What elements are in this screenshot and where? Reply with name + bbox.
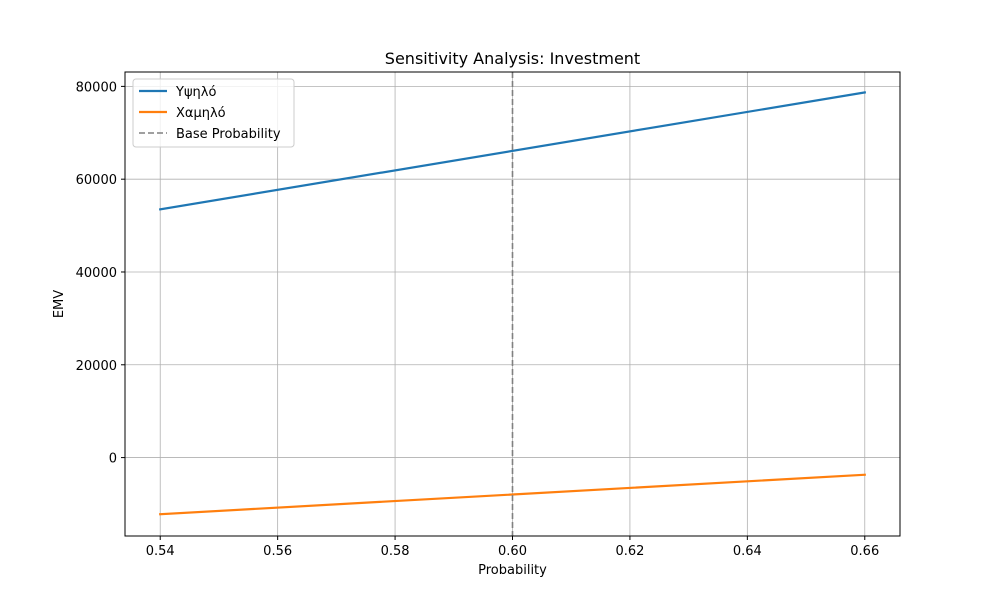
axis-ticks: 0.54 0.56 0.58 0.60 0.62 0.64 0.66 0 20000 40000 6… <box>76 80 880 559</box>
x-tick-label: 0.54 <box>146 544 175 559</box>
y-tick-label: 80000 <box>76 80 117 95</box>
legend-box <box>132 78 295 148</box>
x-axis-label: Probability <box>478 563 547 578</box>
series-line-0 <box>158 91 867 211</box>
x-tick-label: 0.56 <box>263 544 292 559</box>
x-tick-label: 0.60 <box>498 544 527 559</box>
y-tick-label: 0 <box>109 452 117 467</box>
x-tick-label: 0.66 <box>850 544 879 559</box>
legend-label: Base Probability <box>176 127 281 142</box>
chart-title: Sensitivity Analysis: Investment <box>385 49 640 68</box>
y-axis-label: EMV <box>52 290 67 318</box>
y-tick-label: 20000 <box>76 359 117 374</box>
series-line-1 <box>159 473 866 516</box>
legend-label: Χαμηλό <box>176 106 226 121</box>
legend: Υψηλό Χαμηλό Base Probability <box>132 78 295 148</box>
x-tick-label: 0.64 <box>733 544 762 559</box>
legend-label: Υψηλό <box>175 85 216 100</box>
x-tick-label: 0.58 <box>381 544 410 559</box>
y-tick-label: 40000 <box>76 266 117 281</box>
y-tick-label: 60000 <box>76 173 117 188</box>
series-lines <box>158 72 867 536</box>
x-tick-label: 0.62 <box>615 544 644 559</box>
